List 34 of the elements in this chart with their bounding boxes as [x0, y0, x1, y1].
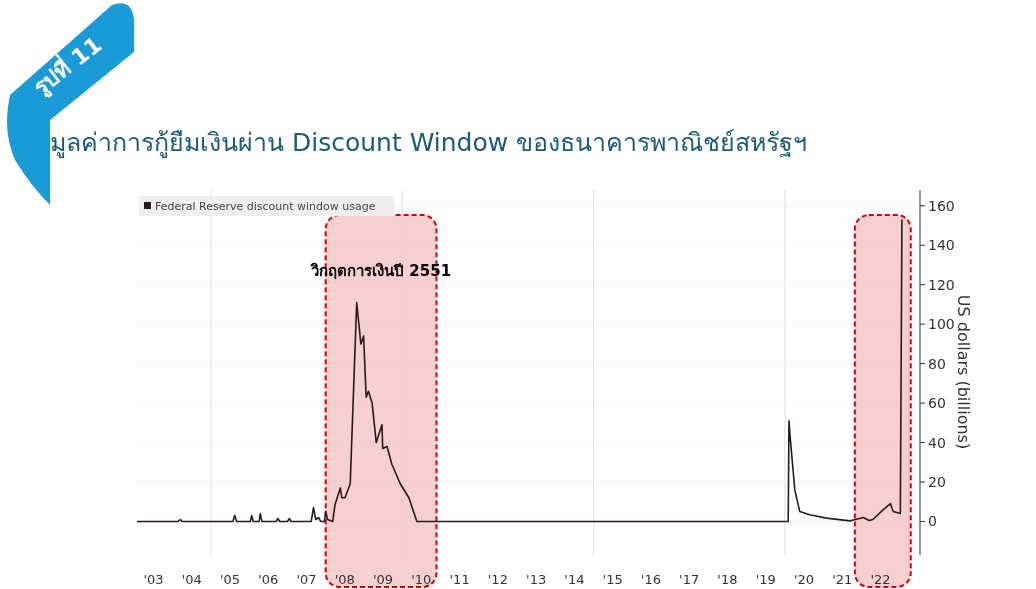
annotation: วิกฤตการเงินปี 2551 [310, 262, 452, 280]
x-tick-label: '05 [219, 572, 241, 587]
x-tick-label: '06 [258, 572, 279, 587]
x-tick-label: '18 [717, 572, 738, 587]
x-tick-label: '21 [832, 572, 853, 587]
y-axis-title: US dollars (billions) [954, 294, 973, 450]
y-tick-label: 140 [928, 237, 955, 254]
y-tick-label: 80 [928, 355, 946, 372]
y-tick-label: 20 [928, 474, 946, 490]
x-tick-label: '17 [679, 572, 700, 587]
x-tick-label: '03 [143, 572, 164, 587]
x-tick-label: '11 [449, 572, 470, 587]
x-tick-label: '04 [181, 572, 202, 587]
x-tick-label: '20 [793, 572, 815, 587]
legend: Federal Reserve discount window usage [139, 196, 394, 216]
y-tick-label: 120 [928, 276, 955, 293]
x-tick-label: '10 [411, 572, 432, 587]
chart-title: มูลค่าการกู้ยืมเงินผ่าน Discount Window ของธนาคารพาณิชย์สหรัฐฯ [50, 128, 808, 158]
y-tick-label: 40 [928, 434, 946, 451]
x-tick-label: '08 [334, 572, 355, 587]
x-tick-label: '14 [564, 572, 585, 587]
x-tick-label: '07 [296, 572, 317, 587]
x-tick-label: '22 [870, 572, 891, 587]
x-tick-label: '09 [373, 572, 394, 587]
x-tick-label: '19 [755, 572, 776, 587]
x-tick-label: '15 [602, 572, 623, 587]
y-tick-label: 100 [928, 316, 955, 333]
x-tick-label: '13 [526, 572, 547, 587]
legend-label: Federal Reserve discount window usage [155, 200, 376, 213]
y-tick-label: 60 [928, 395, 946, 412]
y-tick-label: 0 [928, 513, 937, 530]
y-tick-label: 160 [928, 197, 955, 214]
x-tick-label: '16 [640, 572, 661, 587]
x-tick-label: '12 [487, 572, 508, 587]
